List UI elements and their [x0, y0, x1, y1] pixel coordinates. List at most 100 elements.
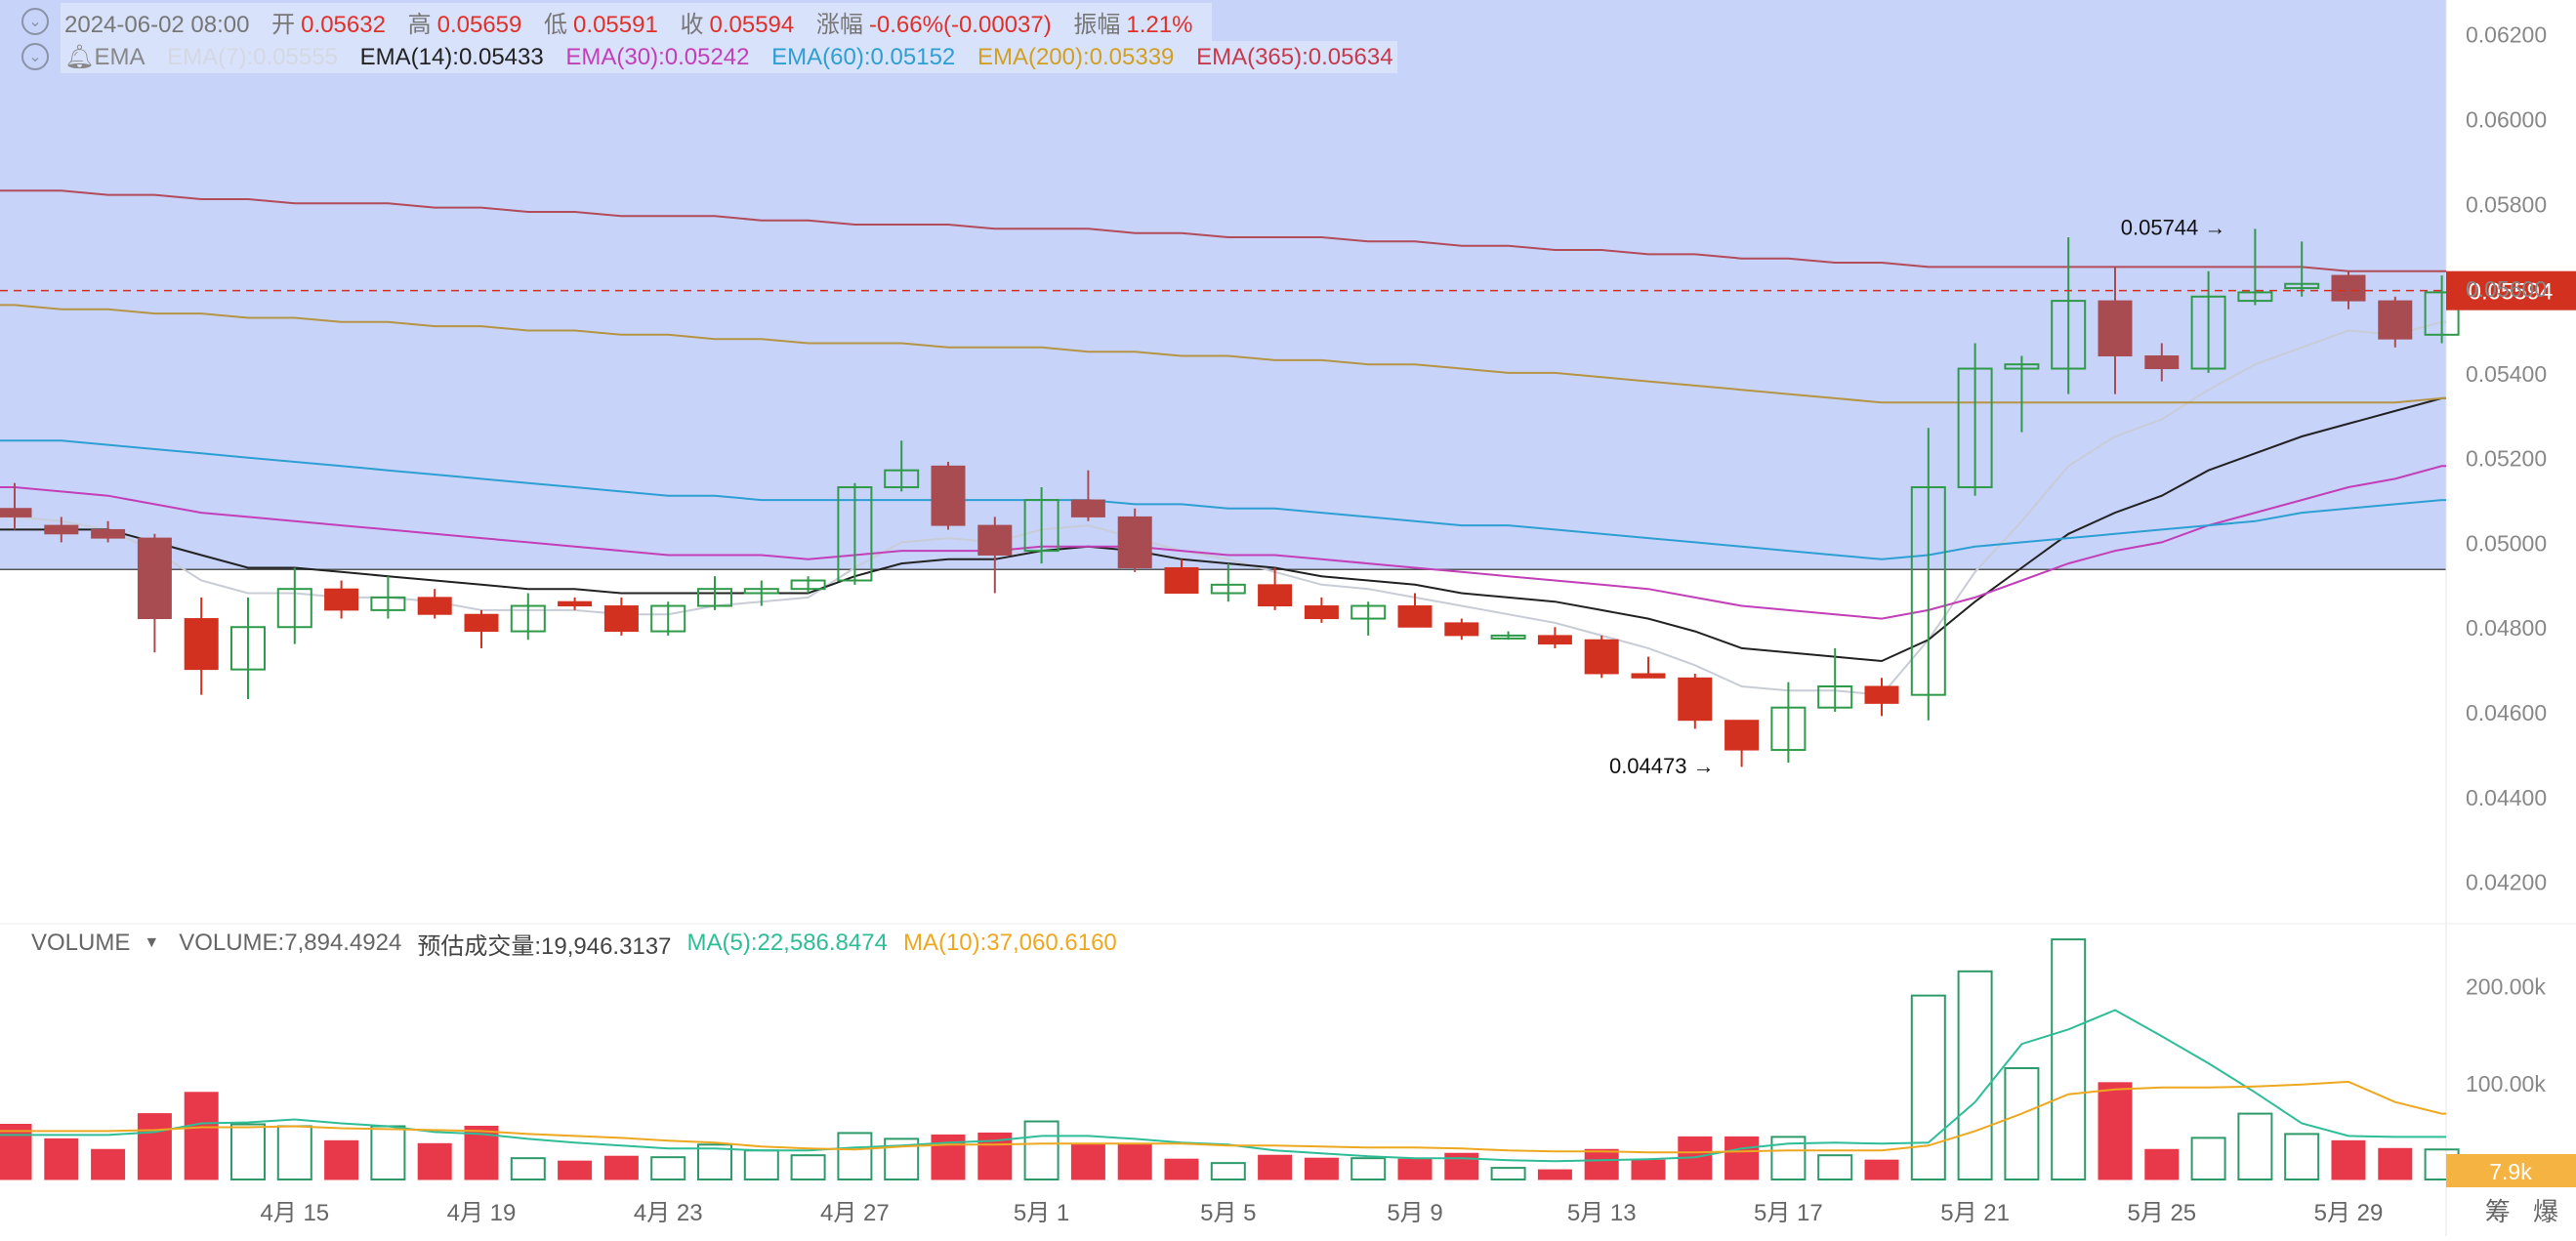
candle-body — [1584, 639, 1619, 675]
volume-bar — [1724, 1136, 1760, 1180]
indicator-name[interactable]: EMA — [94, 43, 145, 70]
candle-body — [44, 524, 79, 535]
candle-body — [2284, 282, 2320, 290]
ema365-value: EMA(365):0.05634 — [1196, 43, 1393, 70]
price-tick-label: 0.06200 — [2466, 22, 2547, 48]
bell-icon[interactable]: 🔔︎ — [64, 43, 95, 70]
volume-bar — [0, 1123, 32, 1180]
candle-body — [230, 626, 266, 671]
change-value: -0.66%(-0.00037) — [868, 11, 1052, 38]
candle-body — [697, 588, 732, 607]
volume-bar — [2331, 1139, 2366, 1180]
volume-bar — [1864, 1159, 1899, 1180]
volume-legend: VOLUME ▼ VOLUME:7,894.4924 预估成交量:19,946.… — [0, 926, 1117, 961]
volume-bar — [510, 1157, 546, 1181]
x-tick-label: 5月 25 — [2127, 1200, 2196, 1226]
ema-legend: ⌄ 🔔︎EMA EMA(7):0.05555 EMA(14):0.05433 E… — [0, 39, 1399, 74]
ema7-value: EMA(7):0.05555 — [167, 43, 338, 70]
volume-bar — [1537, 1169, 1572, 1180]
volume-bar — [1070, 1142, 1105, 1180]
high-value: 0.05659 — [436, 11, 522, 38]
ohlc-chip: 2024-06-02 08:00 开 0.05632 高 0.05659 低 0.05… — [61, 2, 1213, 41]
last-volume-tag — [2446, 1154, 2576, 1187]
volume-bar — [370, 1125, 406, 1181]
volume-bar — [137, 1113, 172, 1180]
volume-bar — [2004, 1066, 2040, 1181]
candle-body — [790, 579, 826, 591]
volume-bar — [1490, 1167, 1526, 1181]
x-tick-label: 4月 23 — [634, 1200, 703, 1226]
candle-body — [931, 465, 966, 526]
candle-body — [276, 588, 312, 629]
candle-body — [2237, 291, 2273, 303]
low-annotation: 0.04473 → — [1609, 754, 1715, 778]
change-label: 涨幅 — [815, 11, 863, 38]
volume-bar — [884, 1138, 920, 1180]
volume-bar — [1397, 1158, 1433, 1180]
volume-bar — [1164, 1158, 1199, 1180]
volume-bar — [1350, 1157, 1387, 1181]
volume-bar — [603, 1155, 639, 1180]
volume-tick-label: 200.00k — [2466, 974, 2546, 1000]
candle-body — [1070, 499, 1105, 517]
candle-body — [91, 528, 126, 539]
candle-body — [603, 605, 639, 633]
x-tick-label: 4月 27 — [820, 1200, 890, 1226]
x-tick-label: 5月 21 — [1940, 1200, 2010, 1226]
candle-body — [1957, 367, 1993, 489]
candle-body — [2051, 300, 2087, 370]
corner-label[interactable]: 筹 爆 — [2484, 1197, 2566, 1226]
legend-date: 2024-06-02 08:00 — [64, 11, 250, 38]
collapse-toggle-icon[interactable]: ⌄ — [21, 8, 49, 35]
highlight-band — [0, 0, 2446, 570]
volume-bar — [790, 1154, 826, 1181]
volume-bar — [1584, 1148, 1619, 1180]
ema200-value: EMA(200):0.05339 — [976, 43, 1175, 70]
volume-bar — [1304, 1157, 1339, 1180]
candle-body — [1910, 486, 1946, 696]
candle-body — [2190, 295, 2226, 370]
low-label: 低 — [544, 11, 568, 38]
volume-bar — [1910, 994, 1946, 1180]
ema200-line — [0, 304, 2446, 404]
volume-bar — [276, 1125, 312, 1181]
candle-body — [324, 588, 359, 611]
candle-body — [0, 508, 32, 517]
candle-body — [1678, 677, 1713, 722]
volume-bar — [230, 1123, 266, 1180]
candle-body — [837, 486, 873, 582]
open-label: 开 — [271, 11, 296, 38]
high-label: 高 — [407, 11, 432, 38]
price-tick-label: 0.05600 — [2466, 276, 2547, 302]
amplitude-value: 1.21% — [1126, 11, 1193, 38]
last-price-label: 0.05594 — [2469, 279, 2554, 306]
volume-bar — [1770, 1136, 1807, 1181]
volume-dropdown-icon[interactable]: ▼ — [144, 934, 160, 951]
candle-body — [1444, 622, 1479, 637]
price-tick-label: 0.05800 — [2466, 191, 2547, 217]
candle-body — [977, 524, 1013, 556]
price-tick-label: 0.05400 — [2466, 361, 2547, 387]
volume-indicator-name[interactable]: VOLUME — [31, 930, 131, 956]
candle-body — [1724, 720, 1760, 751]
candle-body — [650, 604, 686, 633]
candle-body — [184, 618, 219, 671]
candle-body — [1258, 584, 1293, 607]
high-annotation: 0.05744 → — [2121, 216, 2226, 240]
ema30-line — [0, 465, 2446, 620]
ohlc-legend: ⌄ 2024-06-02 08:00 开 0.05632 高 0.05659 低 0.… — [0, 2, 1214, 41]
collapse-ema-icon[interactable]: ⌄ — [21, 43, 49, 70]
volume-bar — [1631, 1159, 1666, 1180]
candle-body — [1537, 635, 1572, 645]
volume-bar — [44, 1138, 79, 1180]
volume-bar — [1117, 1143, 1152, 1180]
volume-bar — [417, 1142, 452, 1180]
price-tick-label: 0.04400 — [2466, 785, 2547, 810]
candle-body — [1490, 634, 1526, 640]
x-tick-label: 5月 5 — [1200, 1200, 1256, 1226]
volume-ma5: MA(5):22,586.8474 — [686, 930, 888, 956]
candle-body — [1817, 684, 1853, 709]
volume-bar — [558, 1160, 593, 1180]
ema60-value: EMA(60):0.05152 — [771, 43, 956, 70]
volume-bar — [1817, 1154, 1853, 1181]
